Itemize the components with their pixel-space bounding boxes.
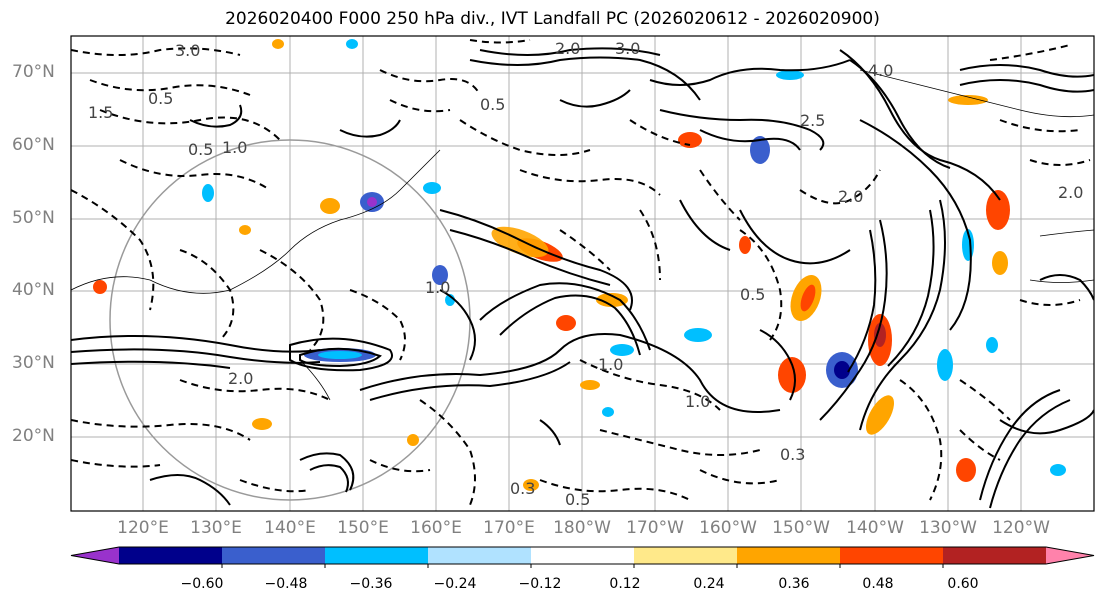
colorbar-tick-label: −0.36 [349,576,393,592]
colorbar-segment [531,547,635,564]
colorbar-tick-label: 0.24 [693,576,725,592]
lon-label: 160°W [699,518,757,538]
lat-label-60n: 60°N [12,135,55,155]
colorbar-segment [119,547,223,564]
contour-label: 0.5 [148,89,173,108]
colorbar-extend-low [71,547,119,564]
lon-label: 180°W [553,518,611,538]
lat-label-70n: 70°N [12,62,55,82]
lon-label: 130°E [190,518,242,538]
colorbar-segment [325,547,429,564]
contour-label: 0.3 [510,479,535,498]
colorbar-tick-label: 0.12 [609,576,641,592]
contour-label: 4.0 [868,61,893,80]
colorbar [70,546,1095,568]
contour-label: 1.5 [88,103,113,122]
colorbar-segment [737,547,841,564]
colorbar-segment [428,547,532,564]
lat-label-20n: 20°N [12,426,55,446]
lon-label: 170°E [483,518,535,538]
colorbar-extend-high [1046,547,1094,564]
colorbar-tick-label: −0.24 [433,576,477,592]
colorbar-tick-label: 0.48 [862,576,894,592]
lon-label: 150°W [772,518,830,538]
colorbar-tick-label: 0.60 [947,576,979,592]
contour-label: 3.0 [615,39,640,58]
colorbar-segment [840,547,944,564]
lon-label: 150°E [337,518,389,538]
contour-label: 0.5 [740,285,765,304]
contour-label: 2.0 [555,39,580,58]
colorbar-tick-label: −0.48 [264,576,308,592]
lat-label-50n: 50°N [12,208,55,228]
lat-label-30n: 30°N [12,353,55,373]
contour-label: 2.0 [838,187,863,206]
map-title: 2026020400 F000 250 hPa div., IVT Landfa… [225,9,880,29]
gridlines [71,36,1094,511]
colorbar-segment [943,547,1047,564]
colorbar-segment [222,547,326,564]
colorbar-tick-label: 0.36 [778,576,810,592]
lon-label: 130°W [919,518,977,538]
contour-label: 2.5 [800,111,825,130]
contour-label: 0.5 [565,490,590,509]
contour-label: 2.0 [1058,183,1083,202]
contour-label: 0.5 [480,95,505,114]
solid-contours [71,47,1094,509]
contour-label: 1.0 [425,278,450,297]
contour-label: 0.5 [188,140,213,159]
lon-label: 140°E [264,518,316,538]
map-plot-area: 3.0 2.0 1.0 0.5 0.5 0.3 2.0 1.0 2.0 4.0 … [71,36,1094,511]
contour-label: 1.0 [598,355,623,374]
divergence-shading [93,39,1066,491]
dashed-contours [71,39,1091,506]
contour-label: 2.0 [228,369,253,388]
colorbar-tick-label: −0.60 [180,576,224,592]
colorbar-segment [634,547,738,564]
lon-label: 170°W [626,518,684,538]
lat-label-40n: 40°N [12,280,55,300]
contour-label: 3.0 [175,41,200,60]
lon-label: 140°W [846,518,904,538]
colorbar-tick-label: −0.12 [518,576,562,592]
contour-label-group: 3.0 2.0 1.0 0.5 0.5 0.3 2.0 1.0 2.0 4.0 … [88,39,1083,509]
map-frame [70,35,1095,512]
lon-label: 160°E [410,518,462,538]
lon-label: 120°W [992,518,1050,538]
lon-label: 120°E [117,518,169,538]
coastlines [71,69,1094,401]
colorbar-outline [70,546,1095,565]
contour-label: 0.3 [780,445,805,464]
contour-label: 1.0 [222,138,247,157]
contour-label: 1.0 [685,392,710,411]
